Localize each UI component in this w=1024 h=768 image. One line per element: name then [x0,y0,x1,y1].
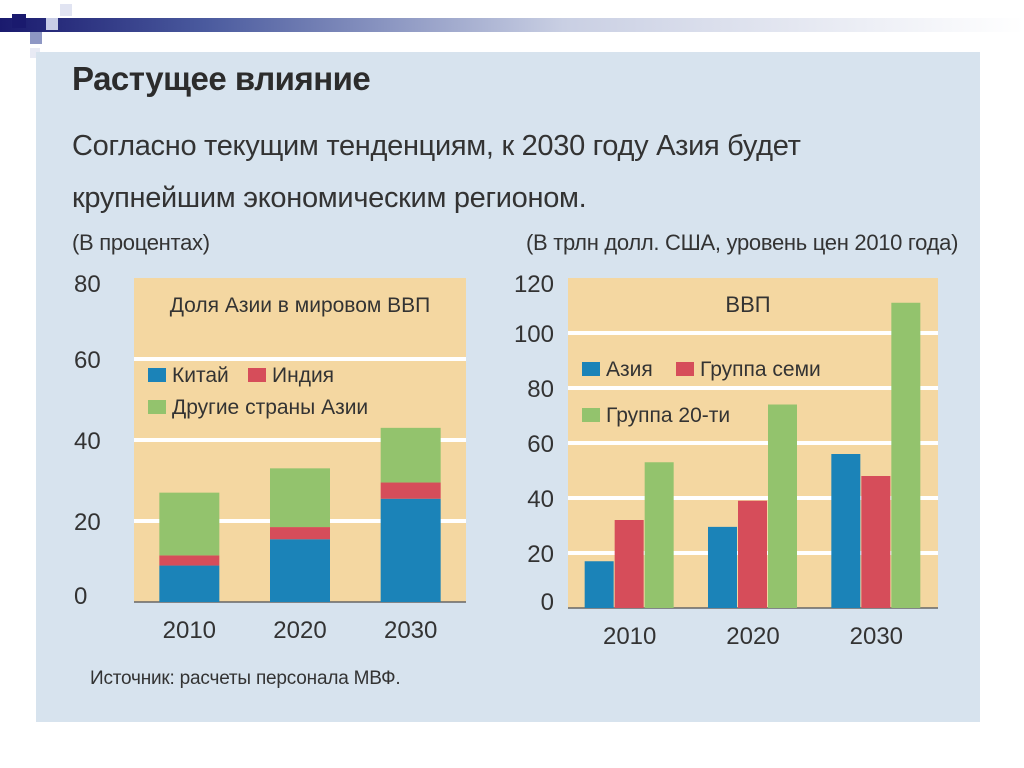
y-tick-label: 100 [514,321,554,348]
figure-title: Растущее влияние [72,60,371,97]
legend-label: Другие страны Азии [172,396,368,419]
legend-label: Индия [272,364,334,387]
y-tick-label: 80 [527,376,554,403]
left-chart-unit: (В процентах) [72,230,210,255]
legend-label: Китай [172,364,229,387]
source-note: Источник: расчеты персонала МВФ. [90,668,401,689]
x-tick-label: 2020 [726,623,779,650]
bar-segment [380,427,441,483]
legend-swatch [148,400,166,414]
legend-swatch [148,368,166,382]
decor-square [30,32,42,44]
bar [831,454,861,608]
legend-swatch [676,362,694,376]
bar [891,302,921,608]
y-tick-label: 40 [74,428,101,455]
right-chart-unit: (В трлн долл. США, уровень цен 2010 года… [526,230,959,255]
x-tick-label: 2010 [163,617,216,644]
chart-title: ВВП [725,292,770,317]
bar [861,476,891,608]
y-tick-label: 20 [527,541,554,568]
x-tick-label: 2030 [384,617,437,644]
y-tick-label: 40 [527,486,554,513]
bar-segment [159,565,220,602]
figure-subtitle: Согласно текущим тенденциям, к 2030 году… [72,130,801,214]
bar-segment [159,492,220,556]
bar [614,520,644,608]
legend-swatch [248,368,266,382]
legend-label: Группа 20-ти [606,404,730,427]
bar [708,526,737,608]
decor-square [60,4,72,16]
decor-square [30,48,40,58]
figure-panel: Растущее влияние Согласно текущим тенден… [36,52,980,722]
x-tick-label: 2010 [603,623,656,650]
bar-segment [380,498,441,602]
bar-segment [159,555,220,566]
bar-segment [270,468,330,528]
bar [584,561,614,608]
x-tick-label: 2030 [850,623,903,650]
bar [768,404,797,608]
asia-share-chart: 0 20 40 60 80 Доля Азии в мировом ВВП 2010 2020… [74,271,466,644]
x-tick-label: 2020 [273,617,326,644]
y-tick-label: 120 [514,271,554,298]
bar [738,500,767,608]
bar-segment [270,539,330,602]
bar [644,462,674,608]
y-tick-label: 80 [74,271,101,298]
legend-label: Азия [606,358,653,381]
slide-header-bar [0,18,1024,32]
chart-title: Доля Азии в мировом ВВП [170,294,431,317]
y-tick-label: 60 [74,347,101,374]
bar-segment [380,482,441,499]
gdp-chart: 0 20 40 60 80 100 120 ВВП 2010 2020 2030 Азия Группа… [514,271,938,650]
legend-swatch [582,362,600,376]
decor-square [12,14,26,28]
decor-square [46,18,58,30]
y-tick-label: 0 [74,583,87,610]
y-tick-label: 20 [74,509,101,536]
legend-label: Группа семи [700,358,821,381]
legend-swatch [582,408,600,422]
bar-segment [270,527,330,540]
y-tick-label: 0 [541,589,554,616]
y-tick-label: 60 [527,431,554,458]
